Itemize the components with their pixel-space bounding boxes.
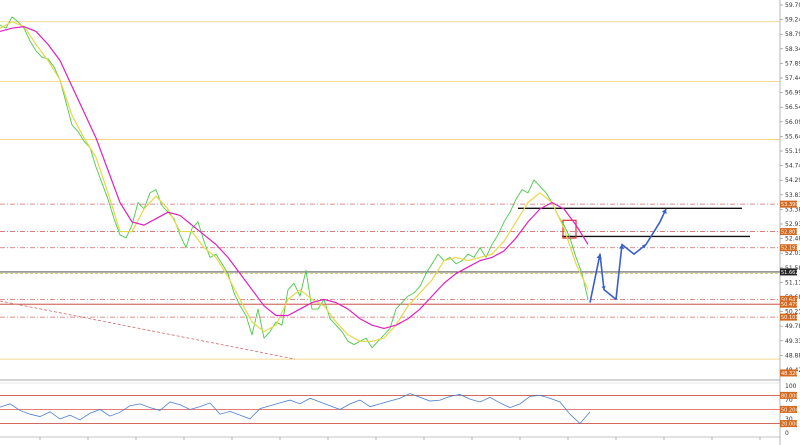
price-tag — [780, 200, 797, 208]
price-tag-label: 53.390 — [781, 202, 799, 208]
price-tick-label: 56.540 — [785, 104, 800, 111]
price-tag — [780, 244, 797, 252]
zones — [562, 219, 577, 239]
price-tag-label: 50.101 — [781, 315, 799, 321]
price-tag — [780, 295, 797, 303]
price-tick-label: 58.340 — [785, 46, 800, 53]
time-axis — [39, 437, 761, 440]
oscillator-levels — [0, 394, 780, 425]
price-tag-label: 48.326 — [781, 371, 799, 377]
price-tick-label: 50.230 — [785, 309, 800, 316]
price-tick-label: 59.700 — [785, 2, 800, 9]
oscillator-tag-label: 20.0000 — [781, 422, 800, 428]
oscillator-line-0 — [0, 393, 591, 425]
projection-arrowhead-6 — [642, 244, 646, 249]
series-line-2 — [0, 25, 589, 330]
price-tag — [780, 228, 797, 236]
price-series — [0, 16, 667, 349]
oscillator-tick-label: 0 — [785, 430, 789, 437]
price-tick-label: 48.880 — [785, 352, 800, 359]
price-tick-label: 52.480 — [785, 236, 800, 243]
price-tick-label: 56.090 — [785, 119, 800, 126]
oscillator-tag — [780, 405, 797, 413]
zone-box-0 — [562, 219, 577, 239]
price-tick-label: 52.030 — [785, 250, 800, 257]
price-tag — [780, 313, 797, 321]
oscillator-tags: 80.0000 50.2041 20.0000 — [780, 391, 800, 428]
price-tick-label: 52.930 — [785, 221, 800, 228]
price-tag-label: 52.193 — [781, 246, 799, 252]
oscillator-tag-label: 50.2041 — [781, 407, 800, 413]
price-tag — [780, 369, 797, 377]
projection-arrowhead-1 — [596, 254, 602, 259]
oscillator-tag — [780, 420, 797, 428]
oscillator-tick-label: 30 — [785, 416, 793, 423]
oscillator-tick-label: 100 — [785, 383, 797, 390]
price-tag-label: 52.801 — [781, 230, 799, 236]
price-tick-label: 58.790 — [785, 31, 800, 38]
price-tag-label: 50.647 — [781, 297, 799, 303]
price-tag — [780, 300, 797, 308]
projection-arrowhead-2 — [601, 286, 606, 290]
price-tick-label: 55.640 — [785, 133, 800, 140]
price-tick-label: 49.330 — [785, 338, 800, 345]
price-tick-label: 54.290 — [785, 177, 800, 184]
price-tick-label: 56.990 — [785, 90, 800, 97]
price-tick-label: 55.190 — [785, 148, 800, 155]
price-levels — [0, 21, 780, 360]
price-tick-label: 57.890 — [785, 60, 800, 67]
projection-arrowhead-4 — [618, 244, 625, 249]
oscillator-tick-label: 70 — [785, 397, 793, 404]
price-tag — [780, 268, 797, 276]
oscillator-series — [0, 393, 591, 425]
price-tag-label: 51.662 — [781, 270, 799, 276]
price-tag-label: 50.479 — [781, 302, 799, 308]
series-line-0 — [0, 16, 589, 349]
price-tick-label: 49.780 — [785, 323, 800, 330]
price-tick-label: 51.130 — [785, 279, 800, 286]
price-tick-label: 53.380 — [785, 206, 800, 213]
price-panel-background — [0, 0, 780, 378]
price-tick-label: 51.580 — [785, 265, 800, 272]
projection-arrowhead-8 — [661, 208, 667, 214]
price-tick-label: 59.240 — [785, 17, 800, 24]
price-tick-label: 54.740 — [785, 163, 800, 170]
trend-line-0 — [0, 300, 296, 360]
price-tick-label: 57.440 — [785, 75, 800, 82]
oscillator-tag — [780, 391, 797, 399]
series-line-1 — [0, 21, 589, 342]
price-tick-label: 53.830 — [785, 192, 800, 199]
oscillator-tag-label: 80.0000 — [781, 393, 800, 399]
